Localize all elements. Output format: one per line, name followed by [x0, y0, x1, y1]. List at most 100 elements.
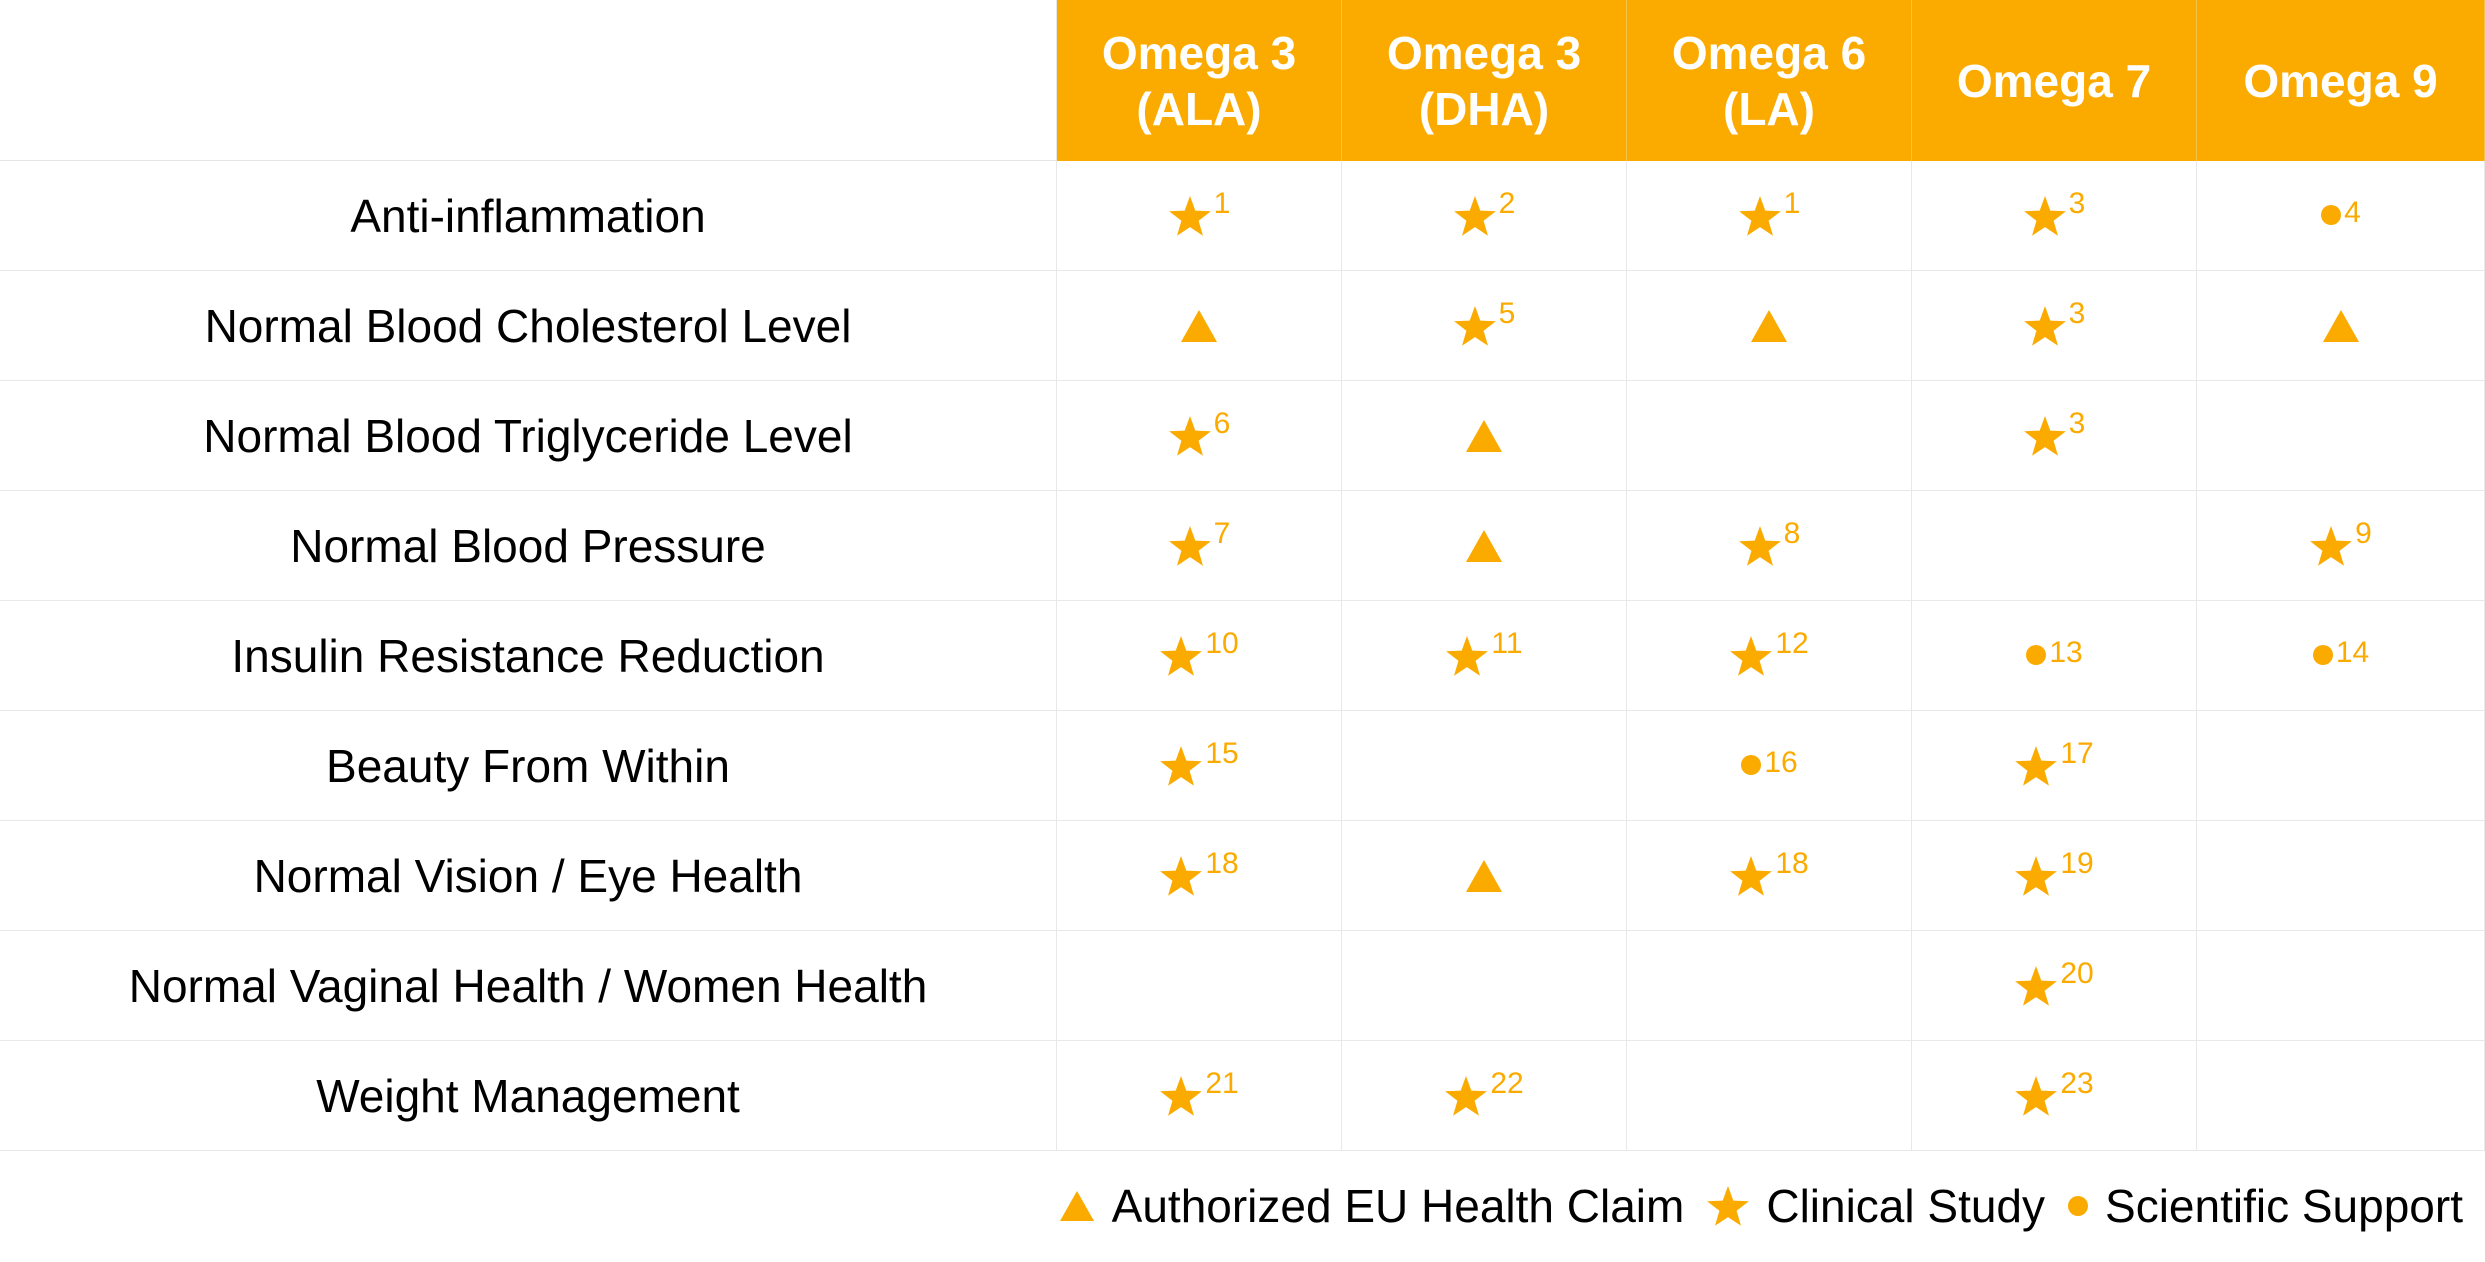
triangle-icon [1751, 309, 1787, 342]
triangle-icon [1466, 529, 1502, 562]
matrix-cell [1342, 931, 1627, 1041]
column-header-omega-6-la: Omega 6 (LA) [1627, 0, 1912, 161]
claim-mark: 20 [2014, 958, 2094, 1007]
claim-mark: 16 [1740, 747, 1798, 778]
legend-item-authorized: Authorized EU Health Claim [1058, 1179, 1684, 1233]
legend-item-scientific: Scientific Support [2067, 1179, 2463, 1233]
matrix-cell: 20 [1912, 931, 2197, 1041]
column-header-omega-3-ala: Omega 3 (ALA) [1057, 0, 1342, 161]
star-icon [2023, 195, 2066, 236]
reference-number: 15 [1205, 736, 1239, 770]
star-symbol [1738, 525, 1782, 567]
star-icon [1160, 1075, 1203, 1116]
matrix-cell: 19 [1912, 821, 2197, 931]
matrix-cell: 10 [1057, 601, 1342, 711]
star-symbol [2014, 1075, 2058, 1117]
star-icon [2310, 525, 2353, 566]
claim-mark: 17 [2014, 738, 2094, 787]
star-symbol [2023, 305, 2067, 347]
matrix-cell [1627, 271, 1912, 381]
reference-number: 6 [1213, 406, 1231, 440]
claim-mark: 9 [2309, 518, 2372, 567]
star-symbol [2023, 415, 2067, 457]
matrix-cell [2197, 821, 2485, 931]
matrix-cell: 2 [1342, 161, 1627, 271]
row-label-normal-vaginal-health-women-health: Normal Vaginal Health / Women Health [0, 931, 1057, 1041]
matrix-cell [1342, 381, 1627, 491]
matrix-cell: 8 [1627, 491, 1912, 601]
triangle-icon [2322, 309, 2359, 342]
claim-mark [1464, 528, 1504, 564]
claim-mark [1749, 308, 1789, 344]
matrix-cell: 3 [1912, 271, 2197, 381]
star-symbol [1729, 855, 1773, 897]
legend: Authorized EU Health Claim Clinical Stud… [0, 1150, 2485, 1262]
row-label-weight-management: Weight Management [0, 1041, 1057, 1151]
legend-item-clinical: Clinical Study [1706, 1179, 2045, 1233]
star-symbol [2309, 525, 2353, 567]
star-icon [1738, 525, 1781, 566]
claim-mark: 14 [2312, 637, 2369, 668]
legend-label: Scientific Support [2105, 1180, 2463, 1232]
reference-number: 10 [1205, 626, 1239, 660]
star-symbol [2014, 745, 2058, 787]
header-corner [0, 0, 1057, 161]
star-icon [1730, 855, 1773, 896]
matrix-cell [1627, 381, 1912, 491]
triangle-symbol [1464, 858, 1504, 894]
claim-mark: 7 [1168, 518, 1230, 567]
star-symbol [1159, 1075, 1203, 1117]
star-icon [1730, 635, 1773, 676]
claim-mark: 6 [1168, 408, 1230, 457]
star-symbol [1444, 1075, 1488, 1117]
star-symbol [1159, 745, 1203, 787]
matrix-cell: 4 [2197, 161, 2485, 271]
claim-mark: 11 [1445, 628, 1523, 677]
star-symbol [1738, 195, 1782, 237]
dot-icon [2026, 644, 2047, 665]
reference-number: 3 [2068, 406, 2086, 440]
star-icon [1453, 305, 1496, 346]
matrix-cell: 12 [1627, 601, 1912, 711]
star-icon [1160, 855, 1203, 896]
triangle-icon [1466, 859, 1502, 892]
claim-mark: 1 [1168, 188, 1230, 237]
dot-icon [2321, 204, 2342, 225]
matrix-cell [1627, 931, 1912, 1041]
dot-icon [2068, 1196, 2089, 1216]
triangle-icon [1181, 309, 1217, 342]
star-icon [2023, 415, 2066, 456]
matrix-cell: 1 [1627, 161, 1912, 271]
claim-mark [1464, 418, 1504, 454]
matrix-cell: 13 [1912, 601, 2197, 711]
row-label-anti-inflammation: Anti-inflammation [0, 161, 1057, 271]
star-symbol [2023, 195, 2067, 237]
star-symbol [1159, 855, 1203, 897]
row-label-normal-blood-cholesterol-level: Normal Blood Cholesterol Level [0, 271, 1057, 381]
matrix-cell: 9 [2197, 491, 2485, 601]
matrix-cell [1342, 821, 1627, 931]
matrix-cell: 15 [1057, 711, 1342, 821]
matrix-cell: 22 [1342, 1041, 1627, 1151]
matrix-cell: 1 [1057, 161, 1342, 271]
claim-mark: 10 [1159, 628, 1239, 677]
star-icon [1168, 195, 1211, 236]
reference-number: 5 [1498, 296, 1516, 330]
reference-number: 12 [1775, 626, 1809, 660]
claim-mark: 2 [1453, 188, 1515, 237]
triangle-symbol [1749, 308, 1789, 344]
star-icon [2015, 965, 2058, 1006]
column-header-omega-7: Omega 7 [1912, 0, 2197, 161]
matrix-cell [2197, 381, 2485, 491]
claim-mark: 21 [1159, 1068, 1239, 1117]
claim-mark: 22 [1444, 1068, 1524, 1117]
claim-mark: 13 [2025, 637, 2083, 668]
dot-symbol [2025, 644, 2047, 666]
reference-number: 1 [1783, 186, 1801, 220]
claim-mark: 15 [1159, 738, 1239, 787]
matrix-cell: 21 [1057, 1041, 1342, 1151]
matrix-cell [1057, 271, 1342, 381]
reference-number: 23 [2060, 1066, 2094, 1100]
claim-mark: 8 [1738, 518, 1800, 567]
reference-number: 17 [2060, 736, 2094, 770]
